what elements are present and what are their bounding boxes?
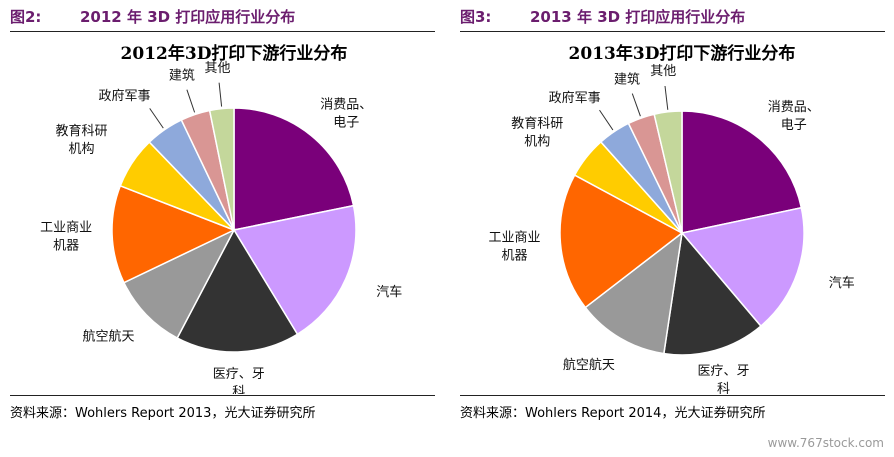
header-rule <box>460 31 885 32</box>
pie-slice-other <box>653 110 683 234</box>
leader-line-architecture <box>631 93 641 117</box>
figure-number: 图2: <box>10 8 42 26</box>
slice-label-academic-institutions: 教育科研机构 <box>511 115 563 149</box>
leader-line-government-military <box>599 109 614 131</box>
slice-label-government-military: 政府军事 <box>98 89 150 104</box>
slice-label-automotive: 汽车 <box>376 284 402 300</box>
chart-title: 2012年3D打印下游行业分布 <box>121 43 348 64</box>
watermark: www.767stock.com <box>767 436 884 450</box>
leader-line-architecture <box>186 89 196 113</box>
pie-slice-medical-dental <box>176 228 299 353</box>
pie-slice-industrial-machines <box>111 184 236 284</box>
pie-slice-medical-dental <box>662 231 762 356</box>
slice-label-medical-dental: 医疗、牙科 <box>213 367 265 394</box>
leader-line-other <box>218 82 223 107</box>
pie-slice-aerospace <box>122 228 236 340</box>
slice-label-other: 其他 <box>650 64 676 79</box>
slice-label-automotive: 汽车 <box>829 275 855 291</box>
figure-heading: 2013 年 3D 打印应用行业分布 <box>530 8 746 26</box>
header-rule <box>10 31 435 32</box>
slice-label-government-military: 政府军事 <box>549 91 601 106</box>
slice-label-industrial-machines: 工业商业机器 <box>40 221 92 254</box>
slice-label-other: 其他 <box>204 61 230 76</box>
figure-2: 图2: 2012 年 3D 打印应用行业分布 2012年3D打印下游行业分布消费… <box>10 0 435 440</box>
slice-label-architecture: 建筑 <box>614 72 640 88</box>
pie-slice-consumer-electronics <box>681 110 803 234</box>
leader-line-other <box>664 85 669 110</box>
slice-label-aerospace: 航空航天 <box>82 328 134 344</box>
source-note: 资料来源：Wohlers Report 2013，光大证券研究所 <box>10 406 316 421</box>
footer-rule <box>460 395 885 396</box>
slice-label-consumer-electronics: 消费品、电子 <box>320 97 372 130</box>
source-note: 资料来源：Wohlers Report 2014，光大证券研究所 <box>460 406 766 421</box>
figure-number: 图3: <box>460 8 492 26</box>
slice-label-consumer-electronics: 消费品、电子 <box>768 100 820 133</box>
pie-slice-industrial-machines <box>559 174 684 309</box>
slice-label-aerospace: 航空航天 <box>563 357 615 373</box>
slice-label-medical-dental: 医疗、牙科 <box>697 364 749 394</box>
pie-slice-automotive <box>232 204 357 336</box>
pie-slice-automotive <box>680 206 805 328</box>
leader-line-government-military <box>149 108 164 129</box>
figure-heading: 2012 年 3D 打印应用行业分布 <box>80 8 296 26</box>
footer-rule <box>10 395 435 396</box>
chart-title: 2013年3D打印下游行业分布 <box>569 43 796 64</box>
pie-slice-aerospace <box>584 231 684 355</box>
pie-slice-consumer-electronics <box>233 107 355 231</box>
figure-header: 图3: 2013 年 3D 打印应用行业分布 <box>460 2 885 28</box>
slice-label-academic-institutions: 教育科研机构 <box>55 123 107 157</box>
figure-3: 图3: 2013 年 3D 打印应用行业分布 2013年3D打印下游行业分布消费… <box>460 0 885 440</box>
figure-header: 图2: 2012 年 3D 打印应用行业分布 <box>10 2 435 28</box>
slice-label-architecture: 建筑 <box>169 68 195 84</box>
slice-label-industrial-machines: 工业商业机器 <box>488 230 540 263</box>
pie-slice-other <box>208 107 235 231</box>
